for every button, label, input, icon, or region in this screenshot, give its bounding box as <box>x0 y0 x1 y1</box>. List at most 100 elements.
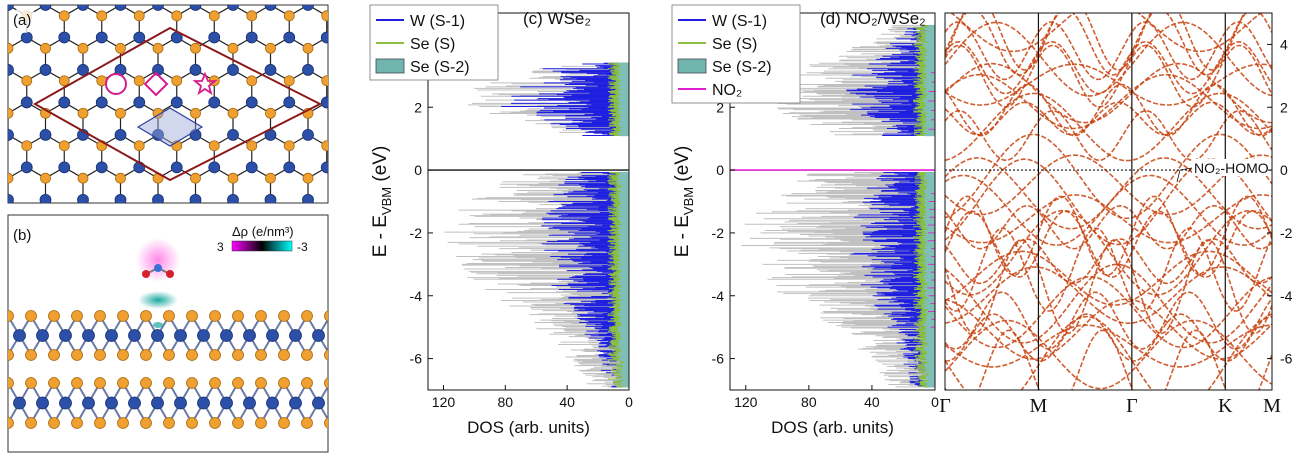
w-atom <box>39 5 52 11</box>
se-atom <box>25 417 37 429</box>
w-atom <box>264 193 277 203</box>
x-tick-label: 120 <box>432 394 456 410</box>
se-atom <box>378 108 388 118</box>
w-atom <box>58 161 71 174</box>
band-line <box>945 266 1272 324</box>
se-atom <box>152 107 164 119</box>
se-atom <box>227 42 239 54</box>
se-atom <box>284 206 294 216</box>
bond <box>383 102 402 113</box>
se-atom <box>208 140 220 152</box>
w-atom <box>396 227 407 238</box>
chart-d-band-structure: Γ M Γ K M -6 -4 -2 0 2 4 NO₂-HOMO <box>939 12 1293 417</box>
bond <box>421 135 440 146</box>
se-atom <box>8 172 14 184</box>
se-atom <box>209 349 221 361</box>
w-atom <box>396 97 407 108</box>
w-atom <box>320 31 328 44</box>
w-atom <box>105 396 118 410</box>
w-atom <box>302 5 314 11</box>
w-atom <box>283 96 296 109</box>
se-atom <box>322 206 332 216</box>
bond <box>8 177 9 179</box>
bond <box>364 135 383 146</box>
w-atom <box>197 329 210 342</box>
legend: W (S-1) Se (S) Se (S-2) <box>369 4 499 81</box>
plot-area <box>428 62 629 388</box>
w-atom <box>434 162 445 173</box>
se-atom <box>302 42 314 54</box>
se-atom <box>140 377 152 389</box>
se-atom <box>209 377 221 389</box>
y-tick-label: -2 <box>712 225 725 241</box>
se-atom <box>397 271 407 281</box>
supercell-outline <box>32 26 323 182</box>
bond <box>326 101 328 104</box>
x-axis-label: DOS (arb. units) <box>771 418 894 437</box>
se-atom <box>71 377 83 389</box>
se-atom <box>348 311 359 322</box>
se-atom <box>77 172 89 184</box>
se-atom <box>115 107 126 119</box>
bond <box>402 265 421 276</box>
y-tick-label: -4 <box>712 288 725 304</box>
w-atom <box>227 64 239 76</box>
bond <box>421 200 440 211</box>
se-atom <box>227 172 239 184</box>
kpath-label: M <box>1263 395 1281 417</box>
bond <box>326 36 328 39</box>
se-atom <box>22 206 32 216</box>
legend-entry: Se (S) <box>410 36 455 53</box>
se-atom <box>94 377 106 389</box>
se-atom <box>359 206 369 216</box>
y-tick-label: 0 <box>414 162 422 178</box>
se-atom <box>134 206 144 216</box>
se-atom <box>8 310 14 322</box>
bond <box>8 47 9 49</box>
w-atom <box>312 396 325 410</box>
band-line <box>945 209 1272 296</box>
w-atom <box>174 329 187 342</box>
bond <box>383 297 402 308</box>
annotation-leader <box>1179 167 1193 171</box>
se-atom <box>453 173 463 183</box>
se-atom <box>71 417 83 429</box>
y-tick-label: -4 <box>410 288 423 304</box>
se-atom <box>341 108 351 118</box>
bond <box>364 102 383 113</box>
band-line <box>945 133 1272 220</box>
se-atom <box>209 310 221 322</box>
se-atom <box>152 42 164 54</box>
x-tick-label: 40 <box>864 394 880 410</box>
bond <box>327 200 346 211</box>
colorbar-title: Δρ (e/nm³) <box>232 224 294 239</box>
bond <box>8 112 9 114</box>
bond <box>421 167 440 178</box>
bond <box>353 403 365 423</box>
se-atom <box>397 141 407 151</box>
w-atom <box>0 397 3 409</box>
se-atom <box>25 310 37 322</box>
se-atom <box>208 10 220 22</box>
se-atom <box>71 349 83 361</box>
w-atom <box>114 5 127 11</box>
w-atom <box>133 31 146 44</box>
se-atom <box>278 310 290 322</box>
w-atom <box>289 396 302 410</box>
annotation-bg <box>1192 159 1268 176</box>
band-line <box>945 73 1272 130</box>
y-tick-label: -6 <box>410 351 423 367</box>
w-atom <box>359 162 370 173</box>
w-atom <box>58 31 71 44</box>
w-atom <box>220 329 233 342</box>
band-line <box>945 110 1272 161</box>
w-atom <box>264 64 277 76</box>
w-atom <box>340 259 351 270</box>
bond <box>346 200 365 211</box>
w-atom <box>170 161 183 174</box>
w-atom <box>152 5 164 11</box>
bond <box>439 297 458 308</box>
se-atom <box>140 310 152 322</box>
no2-homo-annotation: NO₂-HOMO <box>1194 160 1269 176</box>
band-line <box>945 275 1272 349</box>
